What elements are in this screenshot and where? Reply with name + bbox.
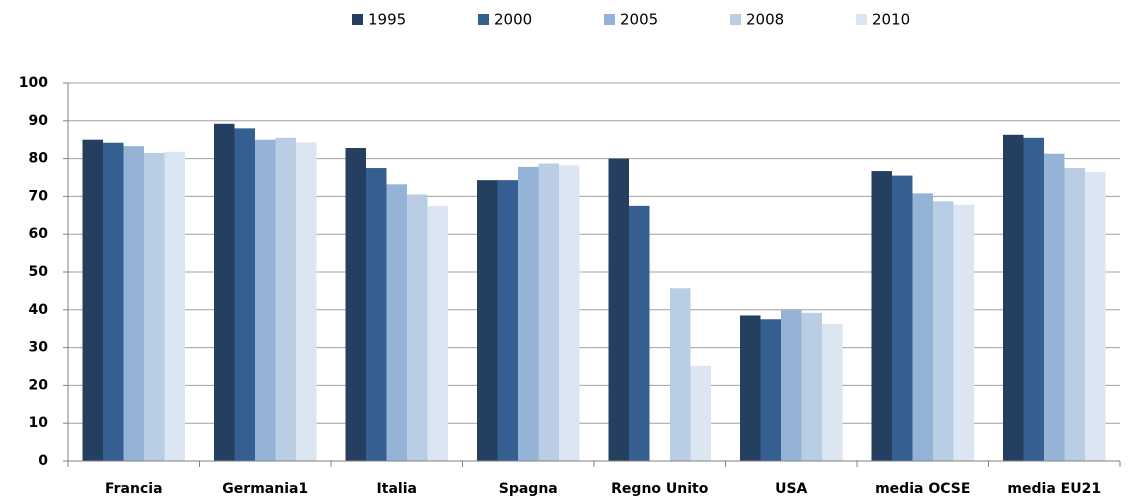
bar <box>1044 153 1065 461</box>
bar <box>164 151 185 461</box>
legend-swatch <box>730 14 741 25</box>
bar <box>407 194 428 461</box>
legend-label: 2005 <box>620 11 658 29</box>
bar <box>103 142 124 461</box>
y-tick-label: 10 <box>29 415 49 431</box>
y-tick-label: 30 <box>29 340 49 356</box>
bar <box>82 139 103 461</box>
x-tick-label: Spagna <box>499 481 558 496</box>
legend-swatch <box>352 14 363 25</box>
bar <box>871 171 892 461</box>
legend-swatch <box>856 14 867 25</box>
bar <box>214 123 235 461</box>
bar <box>822 323 843 461</box>
bar <box>427 205 448 461</box>
legend-swatch <box>478 14 489 25</box>
x-tick-label: Regno Unito <box>611 481 709 496</box>
bar <box>629 205 650 461</box>
bar <box>234 128 255 462</box>
y-tick-label: 40 <box>29 302 49 318</box>
bar <box>366 168 387 462</box>
legend-swatch <box>604 14 615 25</box>
bar <box>497 180 518 461</box>
y-tick-label: 0 <box>38 453 48 469</box>
bar <box>123 146 144 461</box>
bar <box>559 165 580 462</box>
y-tick-label: 100 <box>19 75 48 91</box>
bar <box>740 315 761 461</box>
bar <box>1064 168 1085 462</box>
bar <box>538 163 559 461</box>
bar <box>953 204 974 461</box>
legend-label: 1995 <box>368 11 406 29</box>
bar <box>518 166 539 461</box>
legend-label: 2000 <box>494 11 532 29</box>
y-tick-label: 70 <box>29 188 49 204</box>
bar <box>255 139 276 461</box>
y-tick-label: 60 <box>29 226 49 242</box>
bar <box>144 152 165 461</box>
bar <box>670 288 691 461</box>
bar <box>296 142 317 461</box>
bar <box>933 201 954 461</box>
bar <box>477 180 498 461</box>
bar <box>1085 171 1106 461</box>
x-tick-label: media EU21 <box>1007 481 1101 496</box>
bar <box>386 184 407 461</box>
y-tick-label: 20 <box>29 377 49 393</box>
bar <box>275 137 296 461</box>
y-tick-label: 80 <box>29 151 49 167</box>
bar <box>608 158 629 461</box>
bar <box>1003 134 1024 461</box>
x-tick-label: Germania1 <box>222 481 308 496</box>
bar <box>1023 137 1044 461</box>
bar <box>760 319 781 461</box>
bar <box>345 148 366 462</box>
bar <box>690 365 711 461</box>
bar <box>912 193 933 461</box>
bar <box>892 175 913 462</box>
y-tick-label: 50 <box>29 264 49 280</box>
bar <box>781 309 802 461</box>
x-tick-label: Italia <box>377 481 417 496</box>
bar <box>801 312 822 461</box>
x-tick-label: Francia <box>105 481 163 496</box>
y-tick-label: 90 <box>29 113 49 129</box>
legend-label: 2008 <box>746 11 784 29</box>
legend-label: 2010 <box>872 11 910 29</box>
x-tick-label: media OCSE <box>875 481 970 496</box>
x-tick-label: USA <box>775 481 807 496</box>
